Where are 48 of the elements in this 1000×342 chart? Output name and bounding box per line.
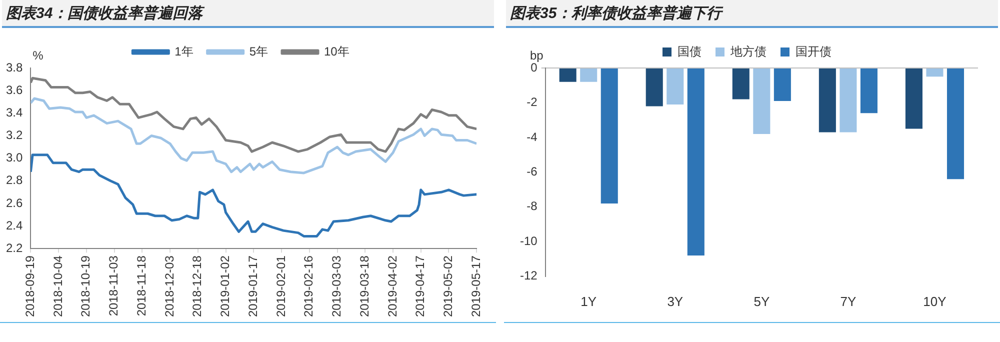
y-tick-label: 0 <box>530 60 538 74</box>
y-tick-label: -6 <box>526 164 538 179</box>
y-tick-label: 2.4 <box>6 218 23 232</box>
x-tick-label: 10Y <box>923 294 947 309</box>
x-tick-label: 2019-03-03 <box>330 255 344 318</box>
legend-label: 5年 <box>249 44 268 58</box>
chart-title: 图表35：利率债收益率普遍下行 <box>506 0 998 28</box>
y-tick-label: 2.2 <box>6 240 23 255</box>
x-tick-label: 2019-04-02 <box>385 255 400 318</box>
y-axis-title: bp <box>530 48 544 62</box>
y-tick-label: 3.0 <box>6 150 23 165</box>
x-tick-label: 7Y <box>840 294 856 309</box>
x-tick-label: 3Y <box>667 294 684 309</box>
x-tick-label: 2018-12-18 <box>190 255 204 318</box>
x-tick-label: 2018-10-04 <box>50 255 65 318</box>
y-tick-label: -10 <box>520 234 538 248</box>
x-tick-label: 2019-03-18 <box>357 255 372 318</box>
chart-title: 图表34：国债收益率普遍回落 <box>2 0 494 28</box>
y-tick-label: 3.8 <box>6 60 23 74</box>
y-axis-title: % <box>32 48 44 62</box>
legend-label: 10年 <box>324 44 350 58</box>
legend-label: 地方债 <box>730 44 766 58</box>
y-tick-label: 2.8 <box>6 173 23 188</box>
x-tick-label: 5Y <box>754 294 770 309</box>
x-tick-label: 2018-10-19 <box>78 255 93 318</box>
x-tick-label: 2019-02-01 <box>274 255 288 318</box>
x-tick-label: 2019-05-02 <box>441 255 456 318</box>
legend-label: 1年 <box>174 44 194 58</box>
y-tick-label: -12 <box>520 268 538 283</box>
x-tick-label: 2019-05-17 <box>468 255 483 318</box>
y-tick-label: 2.6 <box>6 196 23 210</box>
y-tick-label: 3.2 <box>6 128 23 142</box>
x-tick-label: 2019-04-17 <box>413 255 428 318</box>
x-tick-label: 1Y <box>580 294 597 309</box>
y-tick-label: -2 <box>526 95 538 110</box>
x-tick-label: 2018-11-18 <box>134 255 148 316</box>
y-tick-label: -4 <box>526 130 538 144</box>
legend-label: 国开债 <box>796 44 832 58</box>
y-tick-label: 3.6 <box>6 82 23 97</box>
x-tick-label: 2018-09-19 <box>22 255 37 318</box>
x-tick-label: 2018-11-03 <box>106 255 121 316</box>
x-tick-label: 2018-12-03 <box>162 255 176 318</box>
y-tick-label: -8 <box>526 199 538 214</box>
x-tick-label: 2019-02-16 <box>302 255 316 318</box>
y-tick-label: 3.4 <box>6 105 23 120</box>
x-tick-label: 2019-01-02 <box>218 255 232 318</box>
legend-label: 国债 <box>678 44 702 58</box>
x-tick-label: 2019-01-17 <box>246 255 260 318</box>
